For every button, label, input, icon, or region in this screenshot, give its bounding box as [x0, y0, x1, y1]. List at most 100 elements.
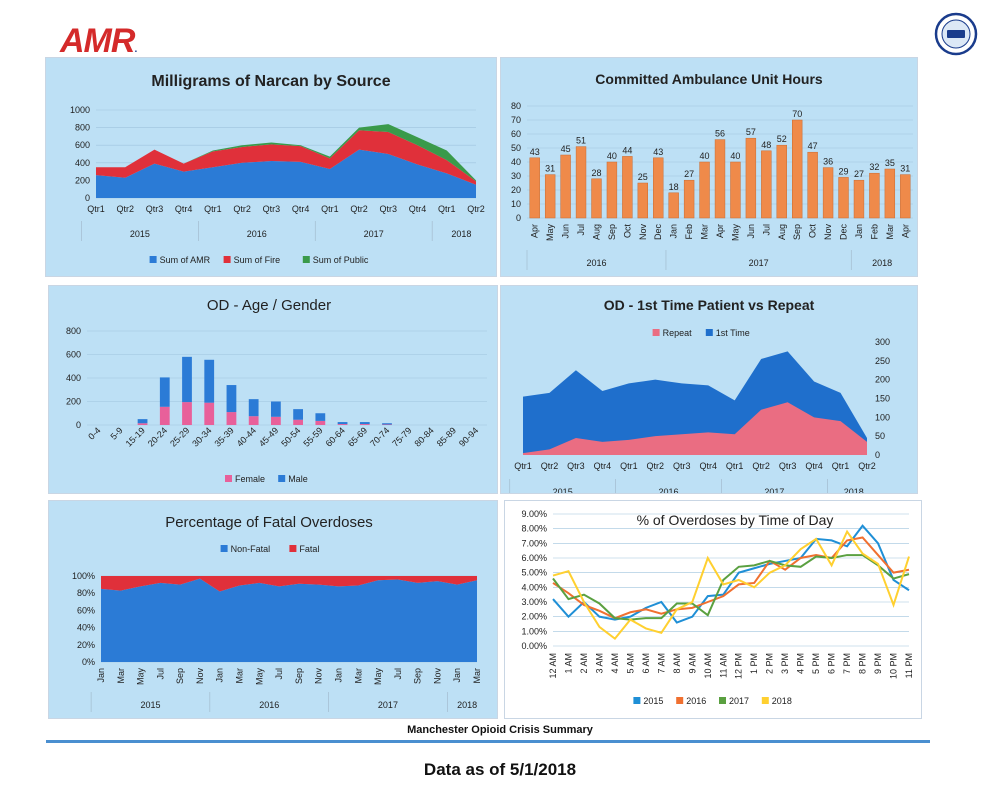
x-tick-label: 12 PM — [734, 653, 744, 679]
legend-label: Repeat — [663, 328, 693, 338]
amr-logo: AMR. — [60, 22, 137, 60]
data-label: 57 — [746, 127, 756, 137]
bar-female — [248, 416, 259, 425]
legend-label: Sum of Public — [313, 255, 369, 265]
data-label: 44 — [622, 145, 632, 155]
y-tick-label: 2.00% — [521, 612, 547, 622]
bar-female — [271, 416, 281, 425]
x-tick-label: 30-34 — [190, 425, 213, 448]
x-tick-label: 7 AM — [656, 653, 666, 674]
bar-male — [159, 377, 170, 407]
legend-swatch — [223, 256, 231, 263]
x-tick-label: 4 PM — [796, 653, 806, 674]
bar — [792, 119, 803, 219]
x-tick-label: Apr — [715, 224, 725, 238]
area-sum-of-fire — [96, 130, 476, 185]
legend-label: Female — [235, 474, 265, 484]
y-tick-label: 80 — [511, 101, 521, 111]
bar — [591, 178, 602, 219]
legend-label: Sum of AMR — [160, 255, 211, 265]
data-label: 51 — [576, 136, 586, 146]
y-tick-label: 60 — [511, 129, 521, 139]
chart-title: OD - 1st Time Patient vs Repeat — [604, 297, 815, 313]
x-tick-label: 15-19 — [124, 425, 147, 448]
bar-male — [204, 359, 215, 403]
data-label: 31 — [545, 164, 555, 174]
data-label: 43 — [653, 147, 663, 157]
bar-female — [359, 424, 370, 425]
unit-hours-panel: Committed Ambulance Unit Hours 0 10 20 30 40 5… — [500, 57, 918, 277]
fatal-chart: Percentage of Fatal Overdoses Non-Fatal Fa… — [72, 514, 482, 712]
chart-title: Milligrams of Narcan by Source — [151, 73, 390, 90]
legend-swatch — [719, 697, 726, 704]
x-tick-label: Qtr1 — [87, 204, 105, 214]
x-tick-label: Qtr3 — [567, 461, 585, 471]
x-tick-label: Jan — [215, 668, 225, 683]
x-tick-label: Qtr1 — [438, 204, 456, 214]
legend-swatch — [289, 545, 297, 552]
bar-female — [315, 420, 326, 425]
x-tick-label: Qtr2 — [858, 461, 876, 471]
x-tick-label: 10 PM — [889, 653, 899, 679]
narcan-panel: Milligrams of Narcan by Source 0 200 400 600… — [45, 57, 497, 277]
data-label: 35 — [885, 158, 895, 168]
y-tick-label: 400 — [66, 373, 81, 383]
legend-swatch — [676, 697, 684, 704]
data-label: 70 — [792, 109, 802, 119]
y-tick-label: 9.00% — [521, 509, 547, 519]
x-tick-label: Qtr1 — [832, 461, 850, 471]
data-label: 25 — [638, 172, 648, 182]
data-label: 43 — [530, 147, 540, 157]
x-tick-label: 40-44 — [235, 425, 258, 448]
legend-label: Fatal — [299, 544, 319, 554]
x-tick-label: May — [254, 668, 264, 686]
y-tick-label: 800 — [75, 123, 90, 133]
x-tick-label: 6 PM — [827, 653, 837, 674]
bar-male — [382, 423, 392, 425]
x-tick-label: 25-29 — [168, 425, 191, 448]
bar — [730, 161, 741, 219]
x-tick-label: Sep — [607, 224, 617, 240]
y-tick-label: 800 — [66, 326, 81, 336]
y-tick-label: 1000 — [70, 105, 90, 115]
group-label: 2017 — [749, 258, 769, 268]
x-tick-label: Jul — [393, 668, 403, 680]
legend-swatch — [761, 697, 769, 704]
bar-male — [293, 409, 303, 420]
legend-swatch — [633, 697, 641, 704]
x-tick-label: Oct — [808, 224, 818, 239]
x-tick-label: Aug — [591, 224, 601, 240]
line-2016 — [552, 536, 910, 620]
chart-title: % of Overdoses by Time of Day — [637, 512, 834, 528]
x-tick-label: 8 PM — [858, 653, 868, 674]
bar — [776, 144, 787, 219]
x-tick-label: Qtr1 — [514, 461, 532, 471]
bar-female — [293, 419, 303, 425]
group-label: 2015 — [553, 487, 573, 493]
bar-female — [204, 402, 215, 425]
chart-title: Percentage of Fatal Overdoses — [165, 514, 373, 531]
first-vs-repeat-chart: OD - 1st Time Patient vs Repeat Repeat 1st… — [509, 297, 890, 493]
line-2017 — [552, 554, 910, 621]
legend-label: 1st Time — [716, 328, 750, 338]
data-label: 28 — [591, 168, 601, 178]
bar-female — [159, 406, 170, 425]
unit-hours-chart: Committed Ambulance Unit Hours 0 10 20 30 40 5… — [511, 71, 913, 270]
x-tick-label: Mar — [885, 224, 895, 240]
x-tick-label: 70-74 — [368, 425, 391, 448]
x-tick-label: Feb — [684, 224, 694, 240]
x-tick-label: Qtr4 — [409, 204, 427, 214]
x-tick-label: 55-59 — [301, 425, 324, 448]
legend-label: 2016 — [686, 696, 706, 706]
x-tick-label: 0-4 — [86, 425, 102, 441]
summary-title: Manchester Opioid Crisis Summary — [407, 724, 593, 736]
data-label: 45 — [561, 144, 571, 154]
x-tick-label: Nov — [195, 668, 205, 685]
narcan-chart: Milligrams of Narcan by Source 0 200 400 600… — [70, 73, 485, 265]
area-fatal — [101, 576, 477, 592]
x-tick-label: Qtr4 — [699, 461, 717, 471]
x-tick-label: 80-84 — [413, 425, 436, 448]
x-tick-label: Qtr3 — [380, 204, 398, 214]
x-tick-label: 85-89 — [435, 425, 458, 448]
x-tick-label: Jan — [96, 668, 106, 683]
